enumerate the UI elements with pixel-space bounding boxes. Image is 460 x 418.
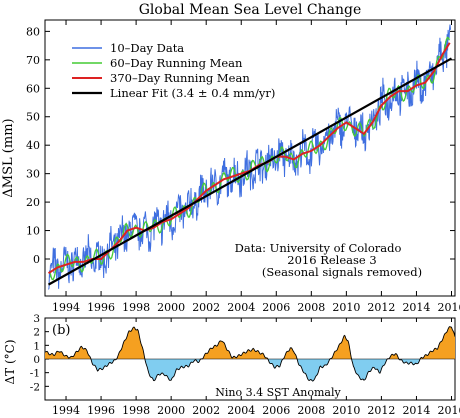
x-tick-label-a: 2008 [297, 301, 325, 314]
x-tick-label-b: 2008 [297, 404, 325, 417]
panel-b-label: (b) [52, 323, 70, 338]
x-tick-label-a: 2004 [227, 301, 255, 314]
x-tick-label-b: 2010 [332, 404, 360, 417]
x-tick-label-a: 2010 [332, 301, 360, 314]
plot-a-series [47, 24, 453, 290]
y-tick-label-a: 40 [26, 139, 40, 152]
y-tick-label-b: 1 [33, 340, 40, 352]
series-linear-fit [47, 57, 453, 286]
area-warm [45, 326, 455, 359]
y-tick-label-a: 20 [26, 196, 40, 209]
x-tick-label-a: 1998 [122, 301, 150, 314]
y-tick-label-a: 30 [26, 168, 40, 181]
x-tick-label-b: 2012 [367, 404, 395, 417]
x-tick-label-b: 2002 [192, 404, 220, 417]
y-tick-label-b: 3 [33, 313, 40, 325]
y-axis-label-b: ΔT (°C) [3, 339, 17, 384]
x-tick-label-b: 1994 [52, 404, 80, 417]
x-tick-label-a: 2014 [402, 301, 430, 314]
series-10day [48, 24, 451, 290]
panel-b-caption: Nino 3.4 SST Anomaly [215, 386, 341, 399]
plot-b-series [45, 326, 456, 382]
legend-label: 10–Day Data [110, 41, 184, 55]
x-tick-label-a: 2000 [157, 301, 185, 314]
x-tick-label-b: 2006 [262, 404, 290, 417]
x-tick-label-b: 1998 [122, 404, 150, 417]
x-tick-label-a: 1996 [87, 301, 115, 314]
note-line-3: (Seasonal signals removed) [262, 265, 422, 279]
y-tick-label-a: 60 [26, 82, 40, 95]
x-tick-label-a: 2002 [192, 301, 220, 314]
y-tick-label-b: 0 [33, 354, 40, 366]
legend-label: 370–Day Running Mean [110, 71, 250, 85]
series-nino34 [45, 326, 456, 382]
x-tick-label-a: 2016 [437, 301, 460, 314]
x-tick-label-a: 1994 [52, 301, 80, 314]
y-tick-label-b: -1 [30, 368, 40, 380]
data-source-note: Data: University of Colorado 2016 Releas… [235, 241, 422, 279]
x-tick-label-a: 2012 [367, 301, 395, 314]
x-tick-label-b: 2004 [227, 404, 255, 417]
x-tick-label-b: 2016 [437, 404, 460, 417]
x-tick-label-a: 2006 [262, 301, 290, 314]
legend-label: 60–Day Running Mean [110, 56, 243, 70]
plot-a-ticks: 1994 1996 1998 2000 2002 2004 2006 2008 2010 2012… [26, 20, 460, 314]
y-tick-label-a: 70 [26, 54, 40, 67]
x-tick-label-b: 1996 [87, 404, 115, 417]
plot-a-frame [44, 19, 456, 297]
note-line-2: 2016 Release 3 [287, 253, 376, 267]
note-line-1: Data: University of Colorado [235, 241, 402, 255]
y-tick-label-a: 10 [26, 225, 40, 238]
y-tick-label-a: 80 [26, 25, 40, 38]
x-tick-label-b: 2014 [402, 404, 430, 417]
x-tick-label-b: 2000 [157, 404, 185, 417]
plot-b-ticks: 1994 1996 1998 2000 2002 2004 2006 2008 2010 2012… [30, 313, 460, 417]
y-tick-label-b: 2 [33, 327, 40, 339]
chart-title: Global Mean Sea Level Change [139, 2, 361, 18]
area-cool [45, 359, 455, 382]
y-tick-label-b: -2 [30, 381, 40, 393]
y-tick-label-a: 0 [33, 253, 40, 266]
y-tick-label-a: 50 [26, 111, 40, 124]
legend-label: Linear Fit (3.4 ± 0.4 mm/yr) [110, 86, 275, 100]
y-axis-label-a: ΔMSL (mm) [1, 118, 16, 197]
